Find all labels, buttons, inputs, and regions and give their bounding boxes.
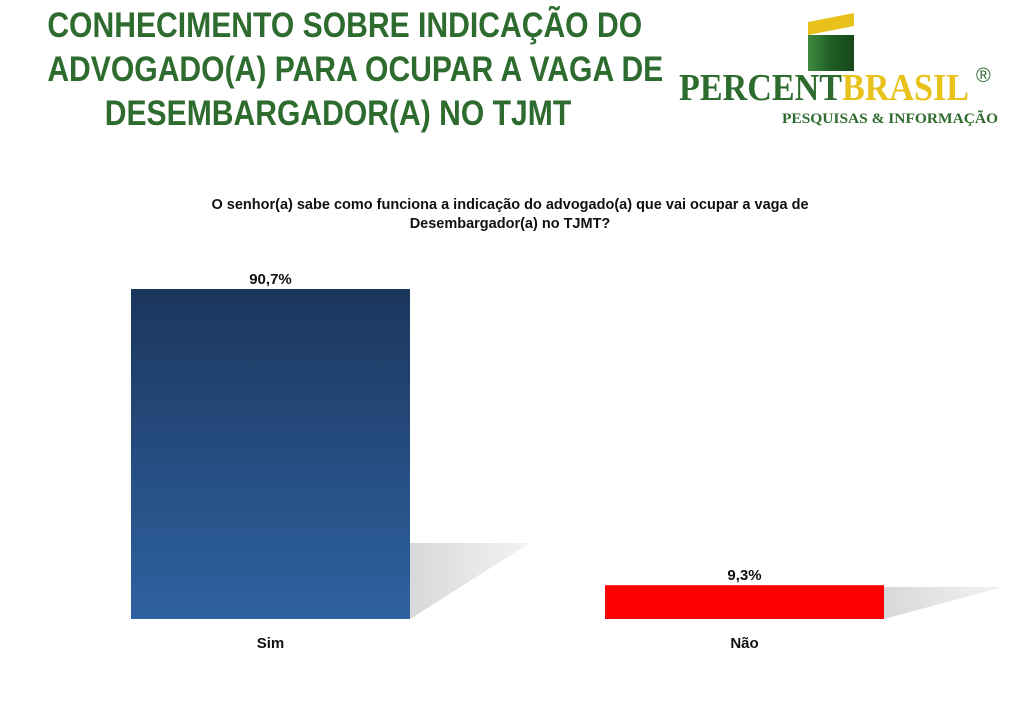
data-label: 9,3% xyxy=(727,567,761,584)
page-title: CONHECIMENTO SOBRE INDICAÇÃO DO ADVOGADO… xyxy=(47,4,664,136)
category-label: Sim xyxy=(257,635,285,652)
data-label: 90,7% xyxy=(249,271,292,288)
logo-wordmark: PERCENTBRASIL xyxy=(679,67,969,109)
logo-word-brasil: BRASIL xyxy=(842,67,969,109)
bar-shadow xyxy=(410,543,530,619)
page-title-line: ADVOGADO(A) PARA OCUPAR A VAGA DE xyxy=(47,50,664,89)
logo-flag-yellow xyxy=(808,13,854,35)
page-title-line: CONHECIMENTO SOBRE INDICAÇÃO DO xyxy=(47,6,643,45)
percentbrasil-logo: PERCENTBRASIL ® PESQUISAS & INFORMAÇÃO xyxy=(679,13,998,127)
bar-shadow xyxy=(884,586,1004,619)
logo-registered: ® xyxy=(976,65,991,87)
logo-flag-green xyxy=(808,35,854,71)
bar-no xyxy=(605,585,884,619)
logo-word-percent: PERCENT xyxy=(679,67,842,109)
chart-title-line: O senhor(a) sabe como funciona a indicaç… xyxy=(211,197,809,213)
logo-tagline: PESQUISAS & INFORMAÇÃO xyxy=(782,109,998,127)
chart-title: O senhor(a) sabe como funciona a indicaç… xyxy=(150,196,870,234)
bar-sim xyxy=(131,289,410,619)
page-title-line: DESEMBARGADOR(A) NO TJMT xyxy=(104,94,572,133)
category-label: Não xyxy=(730,635,758,652)
chart-title-line: Desembargador(a) no TJMT? xyxy=(409,216,611,232)
